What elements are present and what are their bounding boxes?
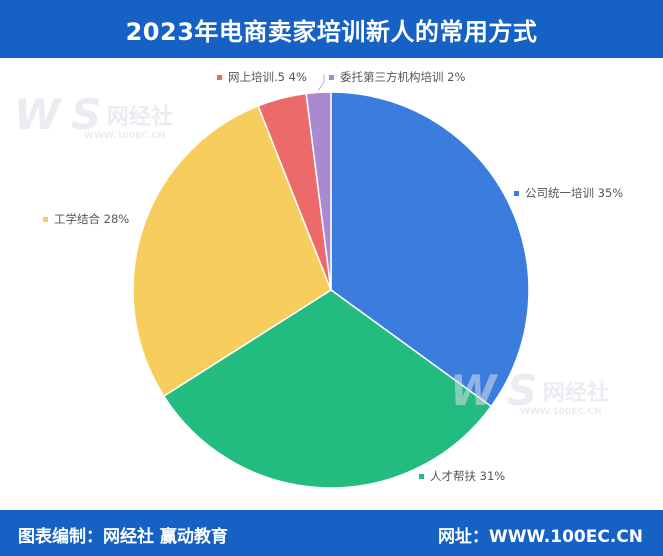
pie-slice-2 <box>162 289 493 489</box>
leader-line-5 <box>318 74 325 91</box>
data-label-1: 公司统一培训 35% <box>525 186 623 200</box>
footer-bar: 图表编制：网经社 赢动教育 网址：WWW.100EC.CN <box>0 510 663 556</box>
data-label-5: 委托第三方机构培训 2% <box>340 70 465 84</box>
data-label-3: 工学结合 28% <box>54 212 129 226</box>
pie-slice-5 <box>305 91 332 291</box>
label-marker-2 <box>419 474 424 479</box>
label-marker-3 <box>43 217 48 222</box>
pie-slice-3 <box>132 104 332 398</box>
footer-url: 网址：WWW.100EC.CN <box>437 527 643 547</box>
pie-slice-1 <box>330 91 530 408</box>
label-marker-1 <box>514 191 519 196</box>
chart-title: 2023年电商卖家培训新人的常用方式 <box>0 0 663 58</box>
label-marker-4 <box>217 75 222 80</box>
pie-chart-area: 公司统一培训 35% 人才帮扶 31% 工学结合 28% 网上培训.5 4% 委托第三方… <box>0 58 663 510</box>
data-label-4: 网上培训.5 4% <box>228 70 307 84</box>
label-marker-5 <box>329 75 334 80</box>
footer-source: 图表编制：网经社 赢动教育 <box>18 527 228 547</box>
data-label-2: 人才帮扶 31% <box>430 469 505 483</box>
pie-chart: 公司统一培训 35% 人才帮扶 31% 工学结合 28% 网上培训.5 4% 委托第三方… <box>43 70 623 489</box>
